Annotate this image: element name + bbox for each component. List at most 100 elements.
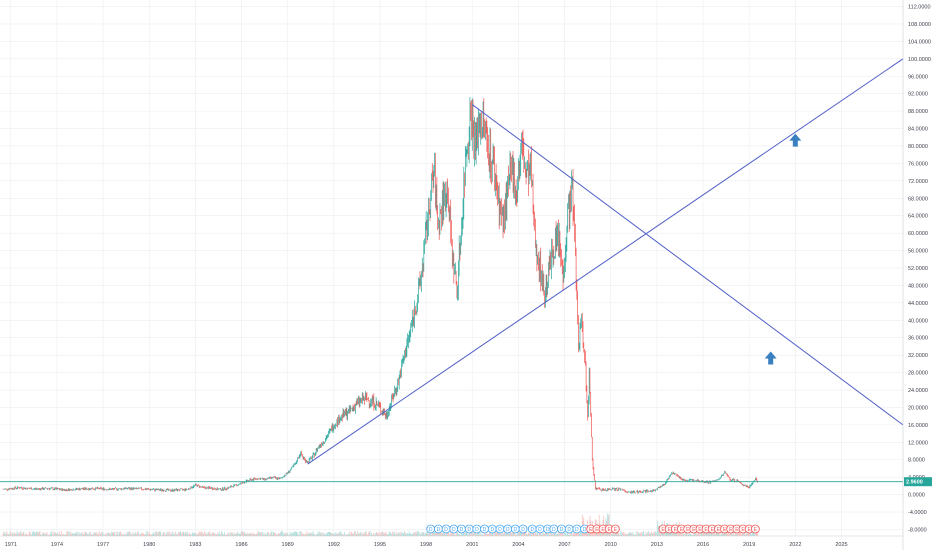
event-marker-label: D <box>575 527 579 533</box>
event-marker-label: D <box>521 527 525 533</box>
arrow-annotations[interactable] <box>764 133 802 365</box>
event-marker-label: E <box>608 527 612 533</box>
event-marker-label: E <box>589 527 593 533</box>
earnings-marker[interactable] <box>610 524 620 534</box>
x-tick-label: 1971 <box>5 542 17 548</box>
y-tick-label: 44.0000 <box>908 301 928 307</box>
event-marker-label: D <box>429 527 433 533</box>
event-marker-label: E <box>692 527 696 533</box>
event-marker-label: E <box>741 527 745 533</box>
event-marker-label: E <box>735 527 739 533</box>
y-tick-label: 68.0000 <box>908 196 928 202</box>
y-tick-label: 80.0000 <box>908 144 928 150</box>
event-marker-label: E <box>711 527 715 533</box>
event-marker-label: E <box>729 527 733 533</box>
y-tick-label: 20.0000 <box>908 405 928 411</box>
y-tick-label: 32.0000 <box>908 353 928 359</box>
event-marker-label: D <box>583 527 587 533</box>
y-tick-label: 56.0000 <box>908 249 928 255</box>
x-tick-label: 2016 <box>697 542 709 548</box>
event-marker-label: D <box>475 527 479 533</box>
event-marker-label: D <box>490 527 494 533</box>
x-tick-label: 2013 <box>651 542 663 548</box>
event-marker-label: E <box>698 527 702 533</box>
up-arrow-icon[interactable] <box>789 133 802 147</box>
event-marker-label: E <box>717 527 721 533</box>
y-tick-label: 64.0000 <box>908 214 928 220</box>
x-tick-label: 1989 <box>282 542 294 548</box>
trendline-ascending[interactable] <box>307 58 904 465</box>
y-tick-label: 8.0000 <box>908 458 925 464</box>
trendline-descending[interactable] <box>471 104 904 426</box>
x-tick-label: 2025 <box>835 542 847 548</box>
event-marker-label: D <box>483 527 487 533</box>
event-marker-label: E <box>747 527 751 533</box>
event-marker-label: D <box>437 527 441 533</box>
y-tick-label: 16.0000 <box>908 423 928 429</box>
event-marker-label: D <box>514 527 518 533</box>
trendlines[interactable] <box>307 58 904 465</box>
event-marker-label: E <box>614 527 618 533</box>
x-tick-label: 2007 <box>558 542 570 548</box>
last-price-tag-background <box>904 477 932 487</box>
y-tick-label: -8.0000 <box>908 527 927 533</box>
event-marker-label: D <box>467 527 471 533</box>
x-tick-label: 2010 <box>605 542 617 548</box>
y-tick-label: 104.0000 <box>908 39 931 45</box>
price-axis[interactable]: -8.0000-4.00000.00004.00008.000012.00001… <box>908 5 931 534</box>
event-marker-label: D <box>567 527 571 533</box>
y-tick-label: 28.0000 <box>908 371 928 377</box>
y-tick-label: 72.0000 <box>908 179 928 185</box>
y-tick-label: 48.0000 <box>908 283 928 289</box>
price-candles <box>2 96 758 494</box>
event-marker-label: E <box>754 527 758 533</box>
y-tick-label: 40.0000 <box>908 318 928 324</box>
y-tick-label: 60.0000 <box>908 231 928 237</box>
y-tick-label: 0.0000 <box>908 493 925 499</box>
y-tick-label: 76.0000 <box>908 161 928 167</box>
x-tick-label: 1974 <box>51 542 63 548</box>
event-marker-label: E <box>704 527 708 533</box>
last-price-tag: 2.9600 <box>904 477 932 487</box>
event-marker-label: D <box>560 527 564 533</box>
y-tick-label: 52.0000 <box>908 266 928 272</box>
y-tick-label: 108.0000 <box>908 22 931 28</box>
event-marker-label: E <box>680 527 684 533</box>
x-tick-label: 1977 <box>97 542 109 548</box>
event-marker-label: D <box>498 527 502 533</box>
x-tick-label: 2001 <box>466 542 478 548</box>
y-tick-label: 96.0000 <box>908 74 928 80</box>
event-marker-label: E <box>661 527 665 533</box>
event-marker-label: D <box>538 527 542 533</box>
x-tick-label: 1980 <box>143 542 155 548</box>
y-tick-label: 84.0000 <box>908 127 928 133</box>
earnings-marker[interactable] <box>750 524 760 534</box>
x-tick-label: 1983 <box>189 542 201 548</box>
up-arrow-icon[interactable] <box>764 351 777 365</box>
y-tick-label: 88.0000 <box>908 109 928 115</box>
y-tick-label: -4.0000 <box>908 510 927 516</box>
y-tick-label: 36.0000 <box>908 336 928 342</box>
event-marker-label: E <box>723 527 727 533</box>
dividend-marker[interactable] <box>518 524 528 534</box>
event-marker-label: D <box>552 527 556 533</box>
x-tick-label: 1995 <box>374 542 386 548</box>
event-marker-label: E <box>601 527 605 533</box>
event-marker-label: D <box>444 527 448 533</box>
event-marker-label: E <box>674 527 678 533</box>
volume-bars <box>2 513 759 536</box>
event-marker-label: E <box>595 527 599 533</box>
event-marker-label: D <box>530 527 534 533</box>
x-tick-label: 2004 <box>512 542 524 548</box>
event-marker-label: D <box>460 527 464 533</box>
x-tick-label: 1992 <box>328 542 340 548</box>
event-marker-label: E <box>686 527 690 533</box>
time-axis[interactable]: 1971 1974 1977 1980 1983 1986 1989 1992 1995 1998… <box>5 542 848 548</box>
event-marker-label: D <box>452 527 456 533</box>
x-tick-label: 2022 <box>789 542 801 548</box>
x-tick-label: 1986 <box>235 542 247 548</box>
y-tick-label: 12.0000 <box>908 440 928 446</box>
